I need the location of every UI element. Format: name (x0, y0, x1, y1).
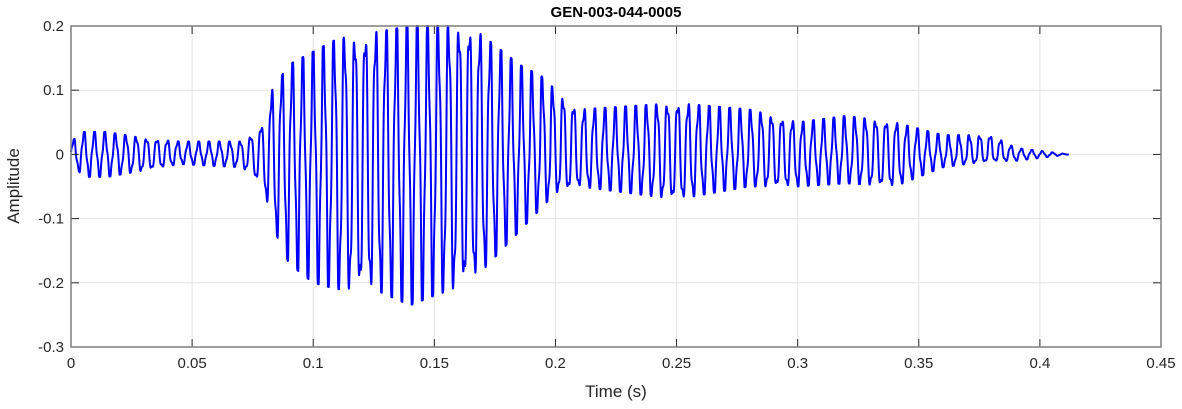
y-tick-label: 0 (56, 146, 64, 163)
x-tick-label: 0.05 (178, 355, 207, 372)
x-tick-label: 0.25 (662, 355, 691, 372)
x-tick-label: 0.2 (545, 355, 566, 372)
axes: 0 0.05 0.1 0.15 0.2 0.25 0.3 0.35 0.4 0.45 -0.3 -0.… (38, 18, 1175, 372)
chart-title: GEN-003-044-0005 (551, 4, 682, 21)
y-tick-label: -0.2 (38, 275, 64, 292)
y-tick-label: -0.1 (38, 211, 64, 228)
y-tick-label: 0.2 (43, 18, 64, 35)
grid (70, 25, 1162, 348)
x-tick-label: 0 (67, 355, 75, 372)
x-tick-label: 0.4 (1029, 355, 1050, 372)
plot-area (70, 25, 1070, 306)
x-axis-label: Time (s) (585, 382, 647, 401)
x-tick-label: 0.45 (1146, 355, 1175, 372)
x-tick-label: 0.3 (787, 355, 808, 372)
x-tick-label: 0.35 (904, 355, 933, 372)
x-tick-label: 0.1 (303, 355, 324, 372)
waveform-line (70, 25, 1070, 306)
x-tick-label: 0.15 (420, 355, 449, 372)
axes-box (70, 25, 1162, 348)
y-axis-label: Amplitude (4, 148, 23, 224)
y-tick-label: -0.3 (38, 339, 64, 356)
y-tick-label: 0.1 (43, 82, 64, 99)
